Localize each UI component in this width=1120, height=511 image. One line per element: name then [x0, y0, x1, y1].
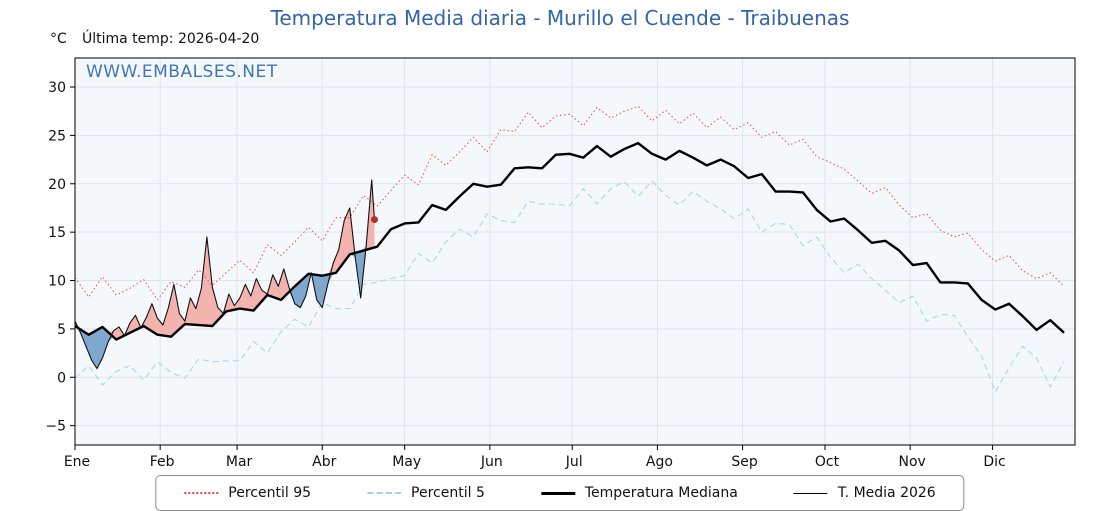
y-tick-label: 30: [48, 80, 66, 96]
legend-item-media2026: T. Media 2026: [793, 485, 936, 501]
media2026-line-icon: [793, 492, 828, 494]
y-tick-label: 0: [57, 370, 66, 386]
y-tick-label: 20: [48, 177, 66, 193]
series-percentil-5: [74, 180, 1065, 393]
x-tick-label: Jun: [480, 454, 503, 470]
legend-label-percentil95: Percentil 95: [228, 485, 312, 501]
x-tick-label: Oct: [815, 454, 840, 470]
y-axis-unit-label: °C: [50, 31, 67, 47]
x-tick-label: Sep: [731, 454, 758, 470]
legend-item-percentil5: Percentil 5: [367, 485, 485, 501]
y-tick-label: 25: [48, 128, 66, 144]
y-tick-label: 10: [48, 274, 66, 290]
x-tick-label: Nov: [899, 454, 926, 470]
x-tick-label: Dic: [983, 454, 1005, 470]
legend-item-percentil95: Percentil 95: [184, 485, 311, 501]
x-tick-label: Abr: [312, 454, 336, 470]
percentil95-line-icon: [184, 492, 219, 494]
y-tick-label: 5: [57, 322, 66, 338]
y-tick-label: 15: [48, 225, 66, 241]
x-tick-label: Ene: [64, 454, 90, 470]
series-mediana: [74, 141, 1065, 341]
legend-item-mediana: Temperatura Mediana: [540, 485, 738, 501]
x-tick-label: Feb: [150, 454, 175, 470]
legend-label-media2026: T. Media 2026: [837, 485, 936, 501]
legend-label-mediana: Temperatura Mediana: [584, 485, 738, 501]
series-percentil-95: [74, 105, 1065, 301]
mediana-line-icon: [540, 491, 575, 495]
chart-legend: Percentil 95 Percentil 5 Temperatura Med…: [155, 475, 965, 511]
x-tick-label: May: [392, 454, 421, 470]
y-tick-label: −5: [45, 419, 66, 435]
x-tick-label: Ago: [646, 454, 673, 470]
plot-border: [74, 57, 1076, 446]
plot-background: [75, 58, 1075, 445]
page-title: Temperatura Media diaria - Murillo el Cu…: [270, 6, 850, 30]
temperature-chart: −5 0 5 10 15 20 25 30 Ene Feb Mar Abr May Jun Jul Ago Se…: [45, 57, 1076, 470]
last-value-dot: [370, 216, 378, 224]
series-media-2026: [74, 179, 375, 370]
x-tick-label: Mar: [226, 454, 253, 470]
last-temp-label: Última temp: 2026-04-20: [82, 31, 260, 47]
x-tick-label: Jul: [565, 454, 583, 470]
percentil5-line-icon: [367, 492, 402, 494]
legend-label-percentil5: Percentil 5: [411, 485, 485, 501]
watermark: WWW.EMBALSES.NET: [86, 62, 278, 82]
